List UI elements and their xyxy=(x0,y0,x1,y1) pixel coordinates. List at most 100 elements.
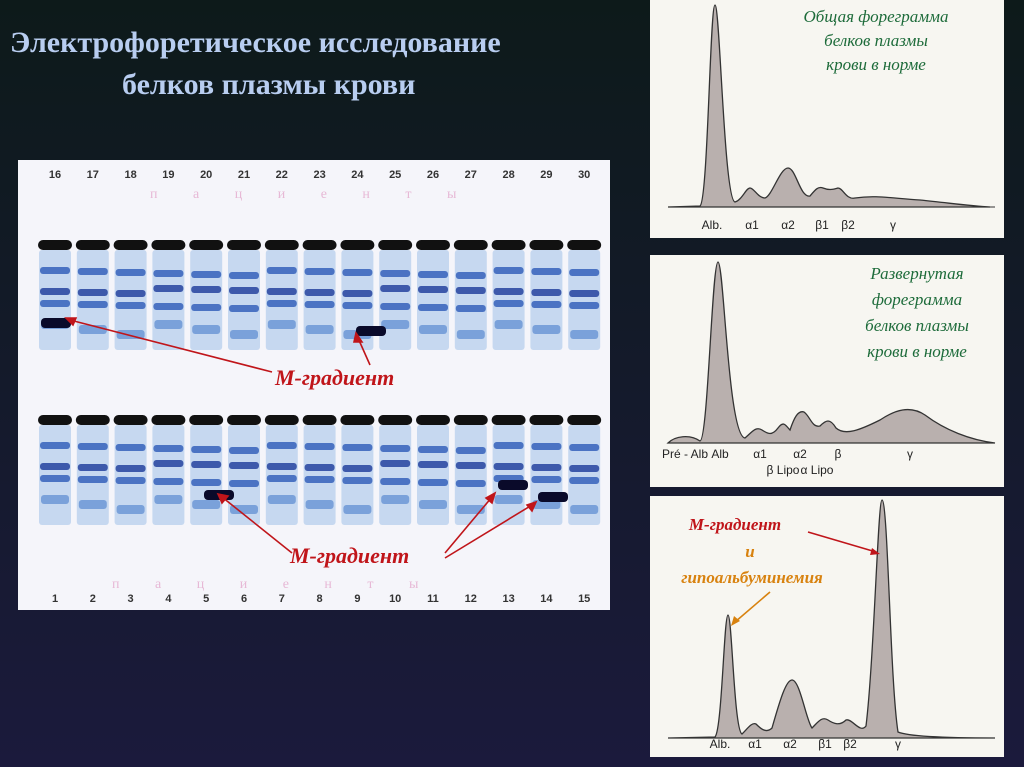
caption: белков плазмы xyxy=(865,316,969,335)
band xyxy=(453,240,488,250)
band xyxy=(153,303,184,310)
band xyxy=(342,477,373,484)
band xyxy=(266,288,297,295)
band xyxy=(419,325,447,334)
band xyxy=(418,271,448,278)
lane-number: 13 xyxy=(502,593,514,605)
patients-label: п а ц и е н т ы xyxy=(112,577,419,592)
band xyxy=(267,495,296,504)
m-gradient-label: М-градиент xyxy=(274,365,394,390)
lane-number: 25 xyxy=(389,169,401,181)
axis-label: γ xyxy=(907,447,913,461)
m-band xyxy=(356,326,386,336)
axis-label: β xyxy=(835,447,842,461)
caption: крови в норме xyxy=(867,342,967,361)
lane xyxy=(152,250,185,350)
band xyxy=(229,447,259,454)
band xyxy=(304,476,335,483)
band xyxy=(569,290,600,297)
band xyxy=(416,415,450,425)
band xyxy=(529,415,564,425)
band xyxy=(493,300,524,307)
band xyxy=(570,505,599,514)
lane-number: 27 xyxy=(465,169,477,181)
band xyxy=(266,442,297,449)
band xyxy=(192,325,221,334)
band xyxy=(191,446,222,453)
axis-label: Alb xyxy=(711,447,729,461)
lane xyxy=(76,250,109,350)
lane-number: 8 xyxy=(317,593,323,605)
lane xyxy=(152,425,185,525)
band xyxy=(115,302,146,309)
band xyxy=(191,479,222,486)
band xyxy=(302,415,337,425)
band xyxy=(154,320,183,329)
band xyxy=(570,330,599,339)
lane-number: 16 xyxy=(49,169,61,181)
band xyxy=(153,285,184,292)
lane-number: 17 xyxy=(87,169,99,181)
axis-label: β1 xyxy=(818,737,832,751)
lane-number: 26 xyxy=(427,169,439,181)
band xyxy=(302,240,337,250)
band xyxy=(266,267,297,274)
band xyxy=(230,505,258,514)
band xyxy=(153,460,184,467)
band xyxy=(115,477,146,484)
arrows xyxy=(64,317,538,559)
band xyxy=(153,270,184,277)
band xyxy=(40,475,70,482)
lane-number: 18 xyxy=(124,169,136,181)
band xyxy=(153,445,184,452)
curve xyxy=(666,261,996,444)
band xyxy=(418,304,448,311)
band xyxy=(40,442,70,449)
band xyxy=(40,300,70,307)
lane-number: 9 xyxy=(354,593,360,605)
band xyxy=(227,415,261,425)
band xyxy=(569,302,600,309)
band xyxy=(304,443,335,450)
axis-label: α1 xyxy=(753,447,767,461)
axis-label: γ xyxy=(890,218,896,232)
band xyxy=(191,304,222,311)
band xyxy=(304,301,335,308)
lane-number: 12 xyxy=(465,593,477,605)
band xyxy=(455,480,486,487)
lane xyxy=(417,250,449,350)
caption: форeграмма xyxy=(872,290,962,309)
band xyxy=(229,462,259,469)
band xyxy=(491,240,526,250)
lane-number: 10 xyxy=(389,593,401,605)
band xyxy=(569,465,600,472)
gel-image xyxy=(18,160,610,610)
lane-number: 22 xyxy=(276,169,288,181)
lane xyxy=(530,425,563,525)
m-band xyxy=(41,318,71,328)
band xyxy=(381,495,410,504)
band xyxy=(153,478,184,485)
band xyxy=(77,289,108,296)
lane-number: 14 xyxy=(540,593,553,605)
band xyxy=(531,443,562,450)
band xyxy=(264,240,299,250)
band xyxy=(567,415,602,425)
band xyxy=(230,330,258,339)
lane-number: 28 xyxy=(502,169,514,181)
lane-number: 6 xyxy=(241,593,247,605)
band xyxy=(532,325,561,334)
band xyxy=(380,478,411,485)
band xyxy=(266,475,297,482)
band xyxy=(115,290,146,297)
band xyxy=(343,505,372,514)
band xyxy=(154,495,183,504)
band xyxy=(229,272,259,279)
band xyxy=(380,445,411,452)
band xyxy=(531,464,562,471)
title: Электрофоретическое исследование xyxy=(10,26,501,59)
axis-label: Pré - Alb xyxy=(662,447,708,461)
band xyxy=(229,305,259,312)
